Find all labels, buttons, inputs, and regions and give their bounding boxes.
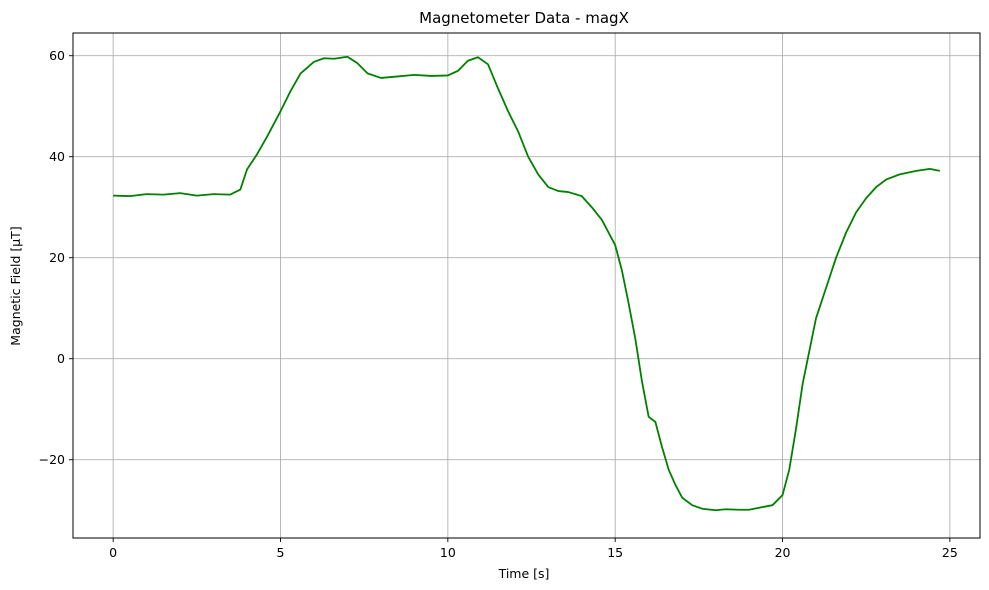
grid xyxy=(73,33,980,538)
y-tick-label: 0 xyxy=(57,351,65,366)
x-tick-label: 0 xyxy=(109,545,117,560)
ticks: 0 5 10 15 20 25 −20 0 20 40 60 xyxy=(39,48,958,560)
x-tick-label: 5 xyxy=(277,545,285,560)
y-tick-label: 60 xyxy=(49,48,65,63)
y-tick-label: 20 xyxy=(49,250,65,265)
series-line-magx xyxy=(113,55,941,512)
y-axis-label: Magnetic Field [µT] xyxy=(8,226,23,345)
x-tick-label: 25 xyxy=(942,545,958,560)
x-tick-label: 15 xyxy=(607,545,623,560)
chart-title: Magnetometer Data - magX xyxy=(419,9,629,27)
plot-frame xyxy=(72,32,981,539)
x-axis-label: Time [s] xyxy=(498,566,550,581)
y-tick-label: 40 xyxy=(49,149,65,164)
series-layer xyxy=(113,55,941,512)
x-tick-label: 20 xyxy=(775,545,791,560)
x-tick-label: 10 xyxy=(440,545,456,560)
y-tick-label: −20 xyxy=(39,452,65,467)
